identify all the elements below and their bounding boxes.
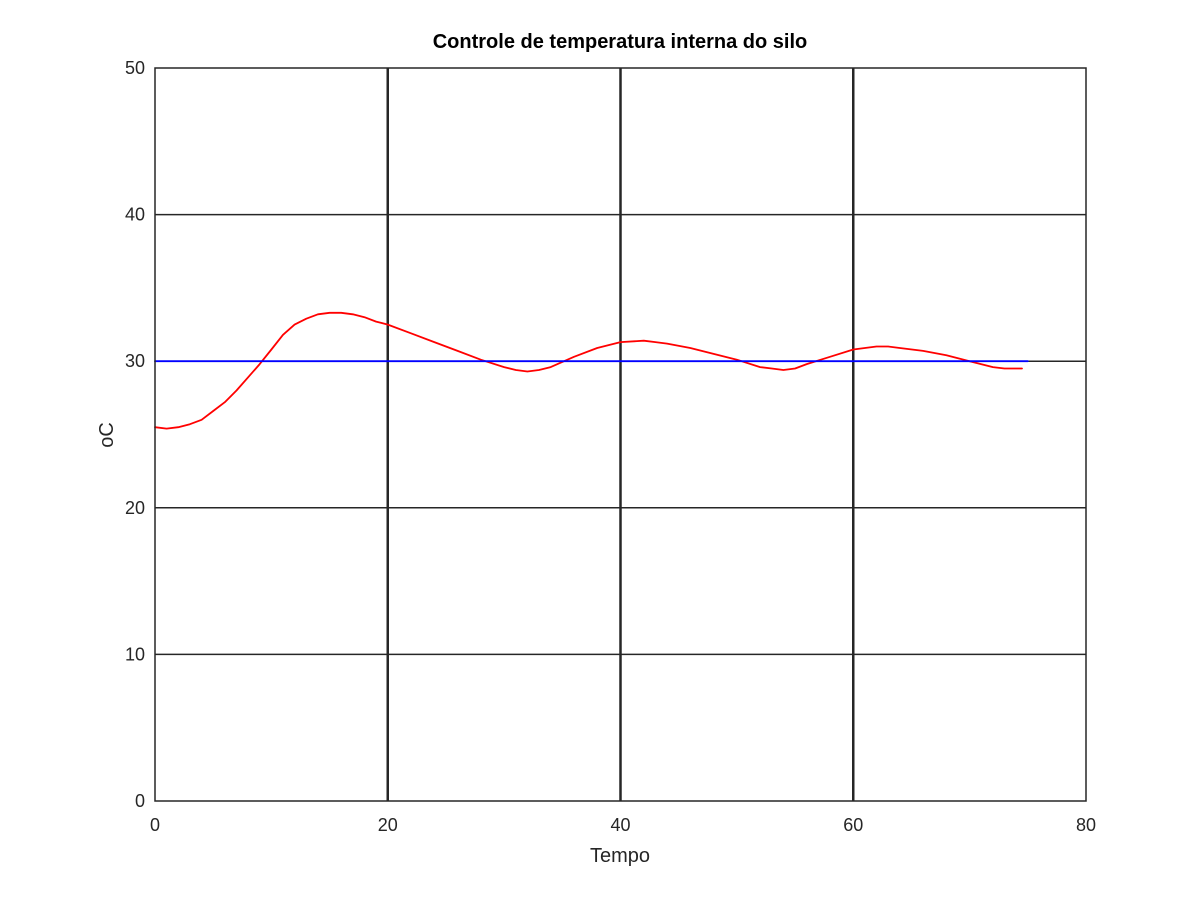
x-axis-label: Tempo <box>590 845 650 867</box>
plot-area-frame <box>154 67 1087 802</box>
y-tick-label: 0 <box>135 791 145 811</box>
series-line-0 <box>154 311 1023 430</box>
grid <box>155 68 1086 801</box>
y-tick-label: 20 <box>125 498 145 518</box>
y-tick-label: 40 <box>125 205 145 225</box>
x-tick-label: 80 <box>1076 815 1096 835</box>
axis-ticks: 0 20 40 60 80 0 10 20 30 40 50 <box>125 58 1096 835</box>
x-tick-label: 60 <box>843 815 863 835</box>
x-tick-label: 0 <box>150 815 160 835</box>
y-tick-label: 50 <box>125 58 145 78</box>
plot-series <box>154 311 1029 430</box>
y-axis-label: oC <box>96 422 118 448</box>
y-tick-label: 30 <box>125 351 145 371</box>
x-tick-label: 40 <box>610 815 630 835</box>
y-tick-label: 10 <box>125 644 145 664</box>
chart-title: Controle de temperatura interna do silo <box>433 31 808 53</box>
x-tick-label: 20 <box>378 815 398 835</box>
